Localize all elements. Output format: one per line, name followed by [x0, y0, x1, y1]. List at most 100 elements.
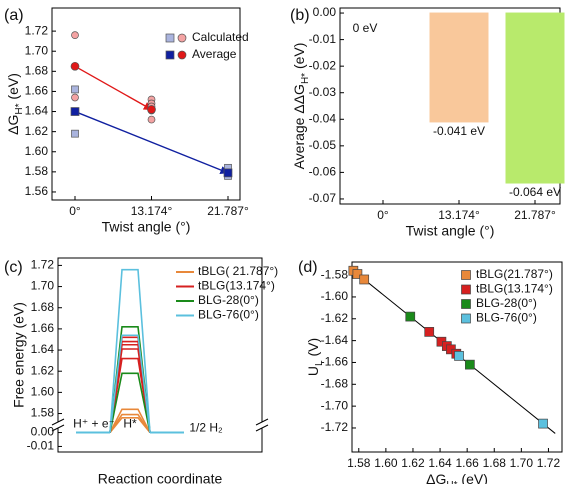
- label-part: (eV): [458, 471, 488, 484]
- legend-label: BLG-76(0°): [198, 308, 259, 322]
- y-tick-label: 1.58: [31, 406, 55, 420]
- legend-marker: [461, 284, 471, 295]
- state-label: H⁺ + e⁻: [73, 417, 115, 431]
- legend-label: tBLG(21.787°): [476, 267, 553, 281]
- y-tick-label: -1.58: [321, 267, 349, 281]
- y-tick-label: -1.62: [321, 311, 349, 325]
- x-axis-label: Reaction coordinate: [98, 471, 223, 484]
- y-tick-label: -0.03: [309, 85, 337, 99]
- y-tick-label: 1.58: [25, 164, 49, 178]
- label-part: (eV): [5, 73, 21, 103]
- plot-frame: [57, 257, 263, 453]
- panel-label: (b): [290, 7, 310, 24]
- point: [352, 269, 363, 279]
- y-axis-label: Free energy (eV): [11, 302, 27, 408]
- x-tick-label: 1.68: [483, 456, 507, 470]
- energy-path: [109, 334, 151, 433]
- x-tick-label: 1.66: [455, 456, 479, 470]
- x-tick-label: 1.72: [537, 456, 561, 470]
- legend-marker: [461, 313, 471, 324]
- x-tick-label: 21.787°: [207, 204, 249, 218]
- energy-path: [109, 372, 151, 433]
- y-tick-label: -1.72: [321, 420, 349, 434]
- point: [147, 115, 156, 124]
- axis-break-gap: [257, 422, 267, 428]
- y-tick-label: 1.72: [31, 258, 55, 272]
- y-tick-label: -1.64: [321, 333, 349, 347]
- axis-break-gap: [53, 422, 63, 428]
- label-part: ΔG: [5, 115, 21, 135]
- value-label: -0.064 eV: [509, 185, 561, 199]
- y-tick-label: 1.60: [31, 385, 55, 399]
- legend-label: tBLG(13.174°): [198, 279, 275, 293]
- y-tick-label: -1.68: [321, 376, 349, 390]
- point: [71, 31, 79, 39]
- point: [424, 327, 435, 337]
- legend-label: BLG-28(0°): [476, 296, 537, 310]
- point: [359, 274, 370, 285]
- point: [538, 418, 548, 429]
- legend-marker: [165, 33, 175, 43]
- y-tick-label: 1.62: [25, 124, 49, 138]
- label-part: U: [305, 366, 321, 376]
- axis-break: [255, 424, 269, 432]
- legend-marker: [177, 33, 187, 43]
- energy-path: [109, 408, 151, 433]
- x-tick-label: 1.70: [510, 456, 534, 470]
- label-part: (eV): [291, 43, 307, 73]
- legend-label: tBLG(13.174°): [476, 282, 553, 296]
- point: [71, 129, 79, 138]
- panel-label: (a): [4, 7, 24, 24]
- y-tick-label: -1.70: [321, 398, 349, 412]
- y-tick-label: 1.60: [25, 144, 49, 158]
- value-label: -0.041 eV: [433, 124, 485, 138]
- point: [71, 85, 79, 94]
- label-part: H*: [446, 480, 457, 484]
- label-part: ΔG: [426, 471, 446, 484]
- point: [71, 93, 79, 102]
- y-tick-label: -0.05: [309, 138, 337, 152]
- label-part: (V): [305, 338, 321, 361]
- x-tick-label: 13.174°: [438, 208, 480, 222]
- y-tick-label: -0.07: [309, 191, 337, 205]
- point: [405, 311, 416, 322]
- label-part: Average ΔΔG: [291, 84, 307, 169]
- label-part: H*: [14, 103, 25, 114]
- y-tick-label: 1.68: [25, 64, 49, 78]
- legend-label: BLG-76(0°): [476, 311, 537, 325]
- y-tick-label: -1.60: [321, 289, 349, 303]
- trend-arrow: [74, 110, 229, 174]
- x-axis-label: ΔGH* (eV): [426, 471, 488, 484]
- x-tick-label: 21.787°: [514, 208, 556, 222]
- x-tick-label: 0°: [69, 204, 81, 218]
- y-tick-label: 1.68: [31, 300, 55, 314]
- average-point: [147, 105, 156, 114]
- panel-label: (d): [298, 259, 318, 276]
- y-tick-label: 0.00: [313, 5, 337, 19]
- label-part: L: [314, 360, 325, 366]
- energy-path: [109, 413, 151, 434]
- x-tick-label: 0°: [377, 208, 389, 222]
- y-tick-label: 1.70: [25, 43, 49, 57]
- label-part: H*: [300, 73, 311, 84]
- average-point: [70, 107, 80, 116]
- bar: [429, 12, 489, 123]
- y-tick-label: 1.70: [31, 279, 55, 293]
- y-axis-label: ΔGH* (eV): [5, 73, 25, 135]
- panel-label: (c): [4, 259, 23, 276]
- energy-path: [109, 268, 151, 433]
- y-tick-label: -1.66: [321, 355, 349, 369]
- y-tick-label: -0.06: [309, 165, 337, 179]
- legend-marker: [165, 50, 175, 60]
- y-tick-label: -0.01: [309, 32, 337, 46]
- y-tick-label: -0.04: [309, 111, 337, 125]
- legend-label: BLG-28(0°): [198, 293, 259, 307]
- bar: [505, 12, 565, 184]
- point: [465, 359, 475, 370]
- point: [454, 351, 464, 361]
- x-tick-label: 1.60: [374, 456, 398, 470]
- y-tick-label: 1.64: [25, 104, 49, 118]
- average-point: [70, 61, 80, 71]
